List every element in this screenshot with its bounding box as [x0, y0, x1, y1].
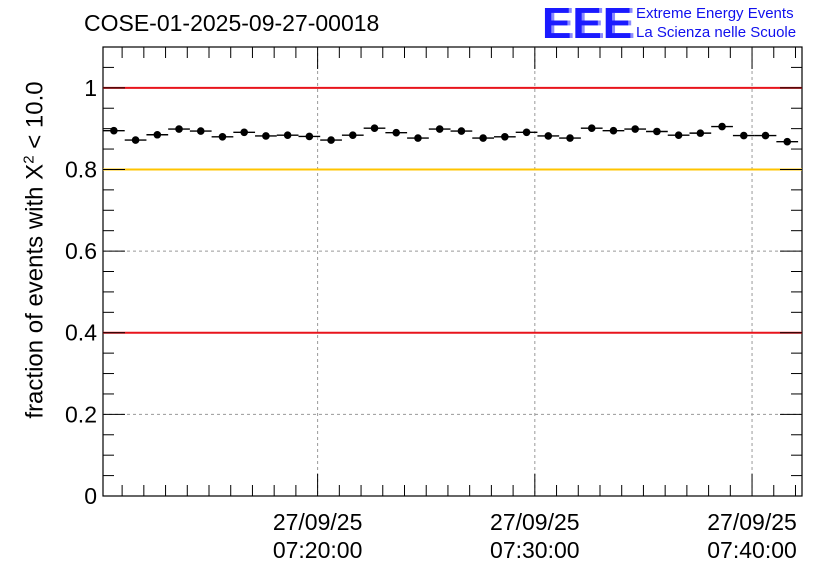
data-point-marker — [414, 134, 422, 142]
data-point — [298, 132, 321, 141]
y-label-suffix: < 10.0 — [21, 81, 49, 156]
data-point-marker — [783, 137, 792, 146]
data-point-marker — [283, 131, 292, 139]
data-point — [493, 133, 516, 141]
data-point — [211, 133, 234, 141]
data-point — [624, 125, 647, 133]
data-point-marker — [240, 128, 248, 137]
y-tick-label: 0.4 — [65, 320, 97, 346]
data-point-marker — [761, 131, 770, 140]
data-point-marker — [110, 126, 118, 135]
data-point — [776, 137, 799, 146]
data-point-marker — [718, 122, 726, 131]
data-point-marker — [153, 130, 162, 139]
data-point-marker — [566, 134, 574, 142]
x-tick-label-date: 27/09/25 — [273, 509, 363, 535]
data-point — [168, 125, 190, 133]
logo-caption: Extreme Energy Events La Scienza nelle S… — [636, 4, 796, 42]
data-series — [103, 122, 799, 146]
data-point-marker — [457, 127, 466, 135]
data-point — [276, 131, 299, 139]
y-tick-label: 0 — [84, 483, 97, 509]
data-point — [385, 128, 408, 137]
data-point — [103, 126, 125, 135]
x-tick-label-time: 07:20:00 — [273, 537, 363, 563]
data-point — [515, 128, 538, 137]
x-tick-label-date: 27/09/25 — [707, 509, 797, 535]
data-point — [732, 131, 755, 140]
data-point — [559, 134, 581, 142]
eee-logo: EEE — [542, 0, 634, 48]
data-point-marker — [196, 127, 205, 135]
y-label-symbol: X — [21, 163, 49, 180]
plot-frame — [102, 46, 803, 497]
data-point-marker — [435, 125, 444, 133]
data-point-marker — [479, 134, 487, 142]
data-point-marker — [327, 136, 335, 144]
logo-line-2: La Scienza nelle Scuole — [636, 24, 797, 41]
data-point — [689, 129, 712, 137]
data-point-marker — [696, 129, 705, 137]
data-point-marker — [653, 127, 661, 136]
data-point — [233, 128, 256, 137]
data-point-marker — [370, 124, 379, 133]
data-point-marker — [392, 128, 401, 137]
data-point-marker — [262, 132, 270, 140]
data-point-marker — [131, 136, 140, 144]
chart-title: COSE-01-2025-09-27-00018 — [84, 10, 380, 36]
data-point-marker — [739, 131, 748, 140]
data-point-marker — [674, 131, 683, 139]
data-point — [580, 124, 603, 133]
y-axis-label: fraction of events with X2 < 10.0 — [21, 81, 50, 418]
y-tick-label: 0.2 — [65, 401, 97, 427]
data-point — [602, 126, 625, 135]
data-point-marker — [587, 124, 596, 133]
data-point — [189, 127, 212, 135]
x-tick-label-time: 07:30:00 — [490, 537, 580, 563]
data-point-marker — [522, 128, 531, 137]
data-point-marker — [175, 125, 183, 133]
y-tick-label: 0.6 — [65, 238, 97, 264]
data-point-marker — [305, 132, 314, 141]
data-point — [124, 136, 147, 144]
data-point — [754, 131, 777, 140]
data-point — [646, 127, 668, 136]
data-point — [472, 134, 494, 142]
data-point — [363, 124, 386, 133]
data-point-marker — [218, 133, 227, 141]
data-point — [450, 127, 473, 135]
logo-line-1: Extreme Energy Events — [636, 5, 794, 22]
data-point — [255, 132, 277, 140]
data-point-marker — [631, 125, 639, 133]
x-tick-label-time: 07:40:00 — [707, 537, 797, 563]
data-point-marker — [348, 131, 357, 139]
data-point — [341, 131, 364, 139]
data-point-marker — [544, 132, 553, 140]
data-point — [320, 136, 342, 144]
data-point-marker — [609, 126, 618, 135]
data-point-marker — [501, 133, 509, 141]
y-label-prefix: fraction of events with — [21, 179, 49, 419]
data-point — [428, 125, 451, 133]
data-point — [146, 130, 169, 139]
data-point — [711, 122, 733, 131]
y-tick-label: 1 — [84, 75, 97, 101]
y-label-superscript: 2 — [20, 155, 38, 164]
data-point — [667, 131, 690, 139]
data-point — [407, 134, 429, 142]
data-point — [537, 132, 560, 140]
y-tick-label: 0.8 — [65, 156, 97, 182]
x-tick-label-date: 27/09/25 — [490, 509, 580, 535]
